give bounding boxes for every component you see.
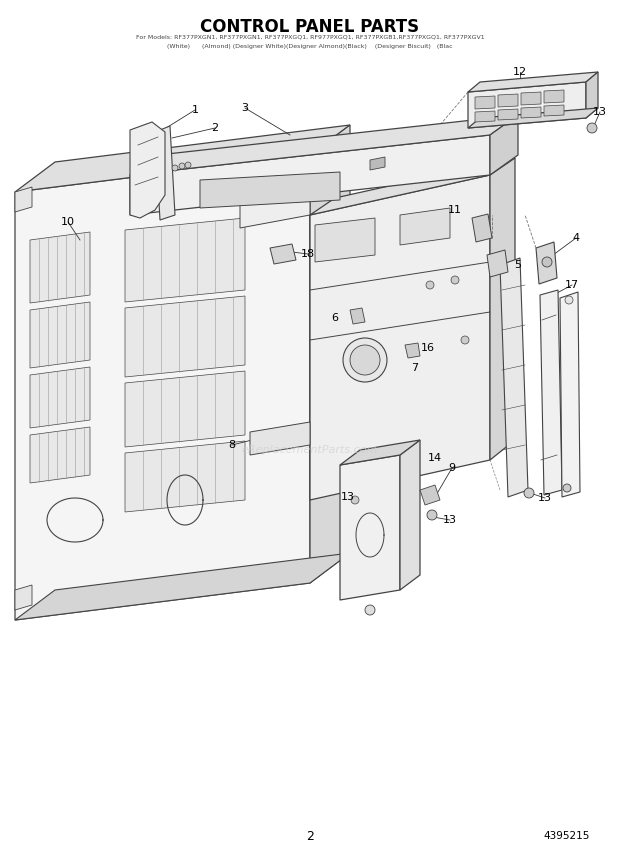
Polygon shape <box>468 108 598 128</box>
Polygon shape <box>310 125 350 583</box>
Text: 1: 1 <box>192 105 198 115</box>
Circle shape <box>351 496 359 504</box>
Polygon shape <box>475 111 495 122</box>
Polygon shape <box>400 440 420 590</box>
Polygon shape <box>15 585 32 610</box>
Text: 3: 3 <box>242 103 249 113</box>
Circle shape <box>565 296 573 304</box>
Polygon shape <box>15 187 32 212</box>
Text: For Models: RF377PXGN1, RF377PXGN1, RF377PXGQ1, RF977PXGQ1, RF377PXGB1,RF377PXGQ: For Models: RF377PXGN1, RF377PXGN1, RF37… <box>136 34 484 39</box>
Polygon shape <box>130 122 165 218</box>
Polygon shape <box>521 107 541 118</box>
Polygon shape <box>340 455 400 600</box>
Text: 7: 7 <box>412 363 418 373</box>
Text: 2: 2 <box>211 123 219 133</box>
Text: (White)      (Almond) (Designer White)(Designer Almond)(Black)    (Designer Bisc: (White) (Almond) (Designer White)(Design… <box>167 44 453 49</box>
Polygon shape <box>560 292 580 497</box>
Circle shape <box>524 488 534 498</box>
Polygon shape <box>536 242 557 284</box>
Circle shape <box>343 338 387 382</box>
Circle shape <box>365 605 375 615</box>
Circle shape <box>426 281 434 289</box>
Polygon shape <box>200 172 340 208</box>
Text: 13: 13 <box>443 515 457 525</box>
Polygon shape <box>420 485 440 505</box>
Polygon shape <box>487 250 508 277</box>
Polygon shape <box>475 96 495 109</box>
Text: 4395215: 4395215 <box>544 831 590 841</box>
Polygon shape <box>340 440 420 465</box>
Circle shape <box>185 162 191 168</box>
Circle shape <box>587 123 597 133</box>
Text: 12: 12 <box>513 67 527 77</box>
Polygon shape <box>472 214 492 242</box>
Text: eReplacementParts.com: eReplacementParts.com <box>242 445 378 455</box>
Polygon shape <box>544 90 564 103</box>
Polygon shape <box>130 115 518 175</box>
Polygon shape <box>498 94 518 107</box>
Polygon shape <box>544 105 564 116</box>
Circle shape <box>350 345 380 375</box>
Polygon shape <box>15 125 350 192</box>
Circle shape <box>563 484 571 492</box>
Polygon shape <box>315 218 375 262</box>
Polygon shape <box>30 232 90 303</box>
Polygon shape <box>500 258 528 497</box>
Text: 13: 13 <box>593 107 607 117</box>
Circle shape <box>427 510 437 520</box>
Circle shape <box>179 163 185 169</box>
Polygon shape <box>30 427 90 483</box>
Text: 8: 8 <box>228 440 236 450</box>
Text: 11: 11 <box>448 205 462 215</box>
Text: 18: 18 <box>301 249 315 259</box>
Polygon shape <box>30 367 90 428</box>
Polygon shape <box>310 175 490 500</box>
Polygon shape <box>350 308 365 324</box>
Circle shape <box>172 165 178 171</box>
Text: 4: 4 <box>572 233 580 243</box>
Text: 10: 10 <box>61 217 75 227</box>
Polygon shape <box>30 302 90 368</box>
Polygon shape <box>498 109 518 120</box>
Polygon shape <box>130 135 490 215</box>
Polygon shape <box>125 441 245 512</box>
Polygon shape <box>15 553 350 620</box>
Text: 13: 13 <box>341 492 355 502</box>
Circle shape <box>461 336 469 344</box>
Text: 5: 5 <box>515 260 521 270</box>
Polygon shape <box>155 126 175 220</box>
Text: 13: 13 <box>538 493 552 503</box>
Text: 2: 2 <box>306 829 314 842</box>
Polygon shape <box>490 158 515 460</box>
Polygon shape <box>468 82 586 128</box>
Text: 9: 9 <box>448 463 456 473</box>
Polygon shape <box>490 115 518 175</box>
Polygon shape <box>240 172 310 228</box>
Polygon shape <box>15 155 310 620</box>
Polygon shape <box>405 343 420 358</box>
Text: 6: 6 <box>332 313 339 323</box>
Polygon shape <box>310 158 515 215</box>
Text: 17: 17 <box>565 280 579 290</box>
Circle shape <box>542 257 552 267</box>
Polygon shape <box>586 72 598 118</box>
Polygon shape <box>125 218 245 302</box>
Polygon shape <box>125 296 245 377</box>
Circle shape <box>451 276 459 284</box>
Text: 14: 14 <box>428 453 442 463</box>
Polygon shape <box>250 422 310 455</box>
Polygon shape <box>521 92 541 105</box>
Polygon shape <box>540 290 562 495</box>
Polygon shape <box>270 244 296 264</box>
Polygon shape <box>400 208 450 245</box>
Text: 16: 16 <box>421 343 435 353</box>
Polygon shape <box>468 72 598 92</box>
Text: CONTROL PANEL PARTS: CONTROL PANEL PARTS <box>200 18 420 36</box>
Polygon shape <box>370 157 385 170</box>
Polygon shape <box>125 371 245 447</box>
